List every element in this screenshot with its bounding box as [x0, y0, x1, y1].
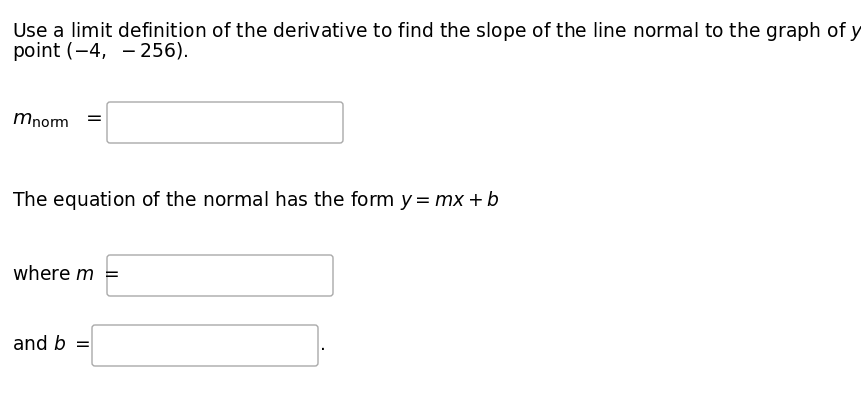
Text: .: .	[319, 336, 325, 355]
Text: The equation of the normal has the form $y = mx + b$: The equation of the normal has the form …	[12, 189, 499, 212]
FancyBboxPatch shape	[92, 325, 318, 366]
FancyBboxPatch shape	[107, 102, 343, 143]
Text: and $b$ $=$: and $b$ $=$	[12, 336, 90, 355]
FancyBboxPatch shape	[107, 255, 332, 296]
Text: Use a limit definition of the derivative to find the slope of the line normal to: Use a limit definition of the derivative…	[12, 18, 861, 44]
Text: $m_{\mathrm{norm}}$  $=$: $m_{\mathrm{norm}}$ $=$	[12, 110, 102, 129]
Text: point $( - 4,\ -256)$.: point $( - 4,\ -256)$.	[12, 40, 189, 63]
Text: where $m$ $=$: where $m$ $=$	[12, 266, 120, 285]
